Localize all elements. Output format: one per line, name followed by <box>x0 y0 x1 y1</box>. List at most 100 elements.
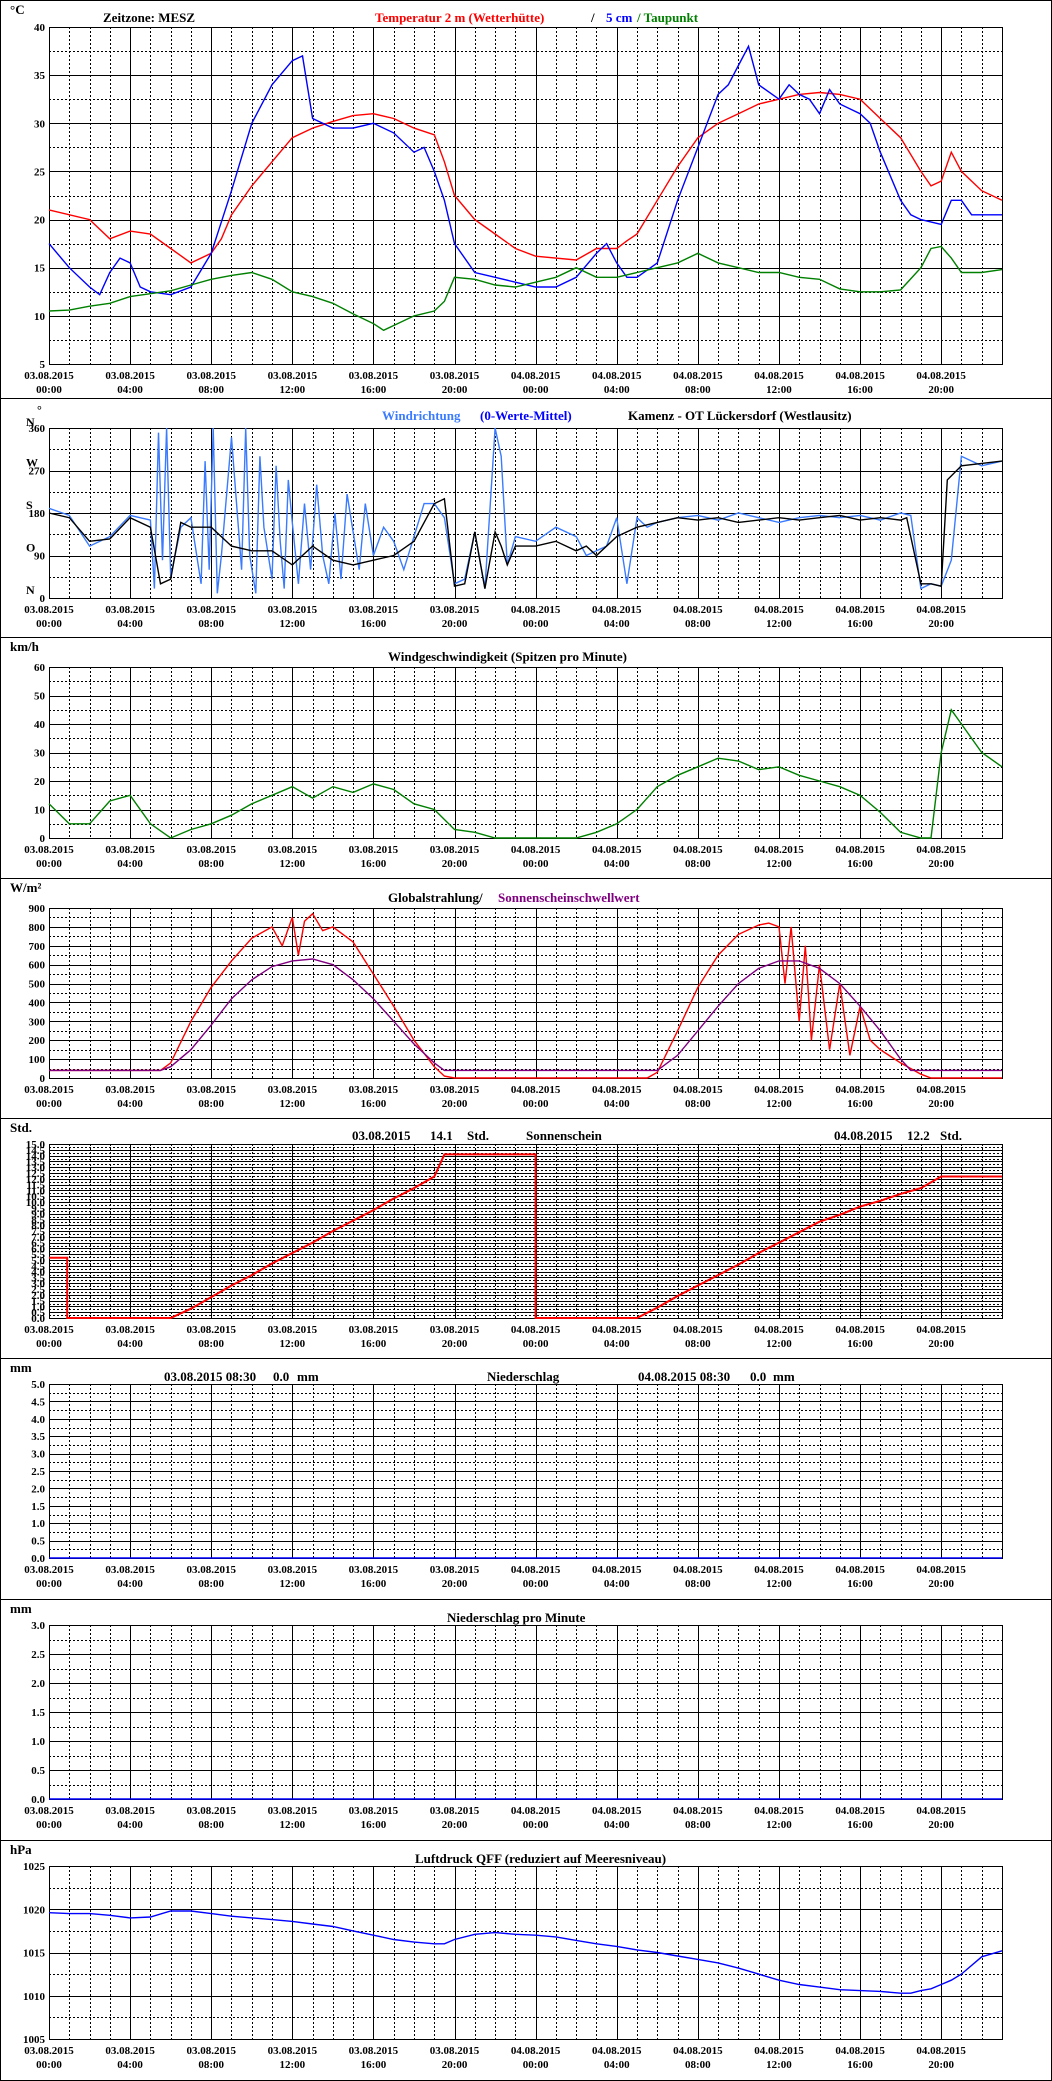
x-tick-date: 03.08.2015 <box>186 370 236 382</box>
x-tick-date: 03.08.2015 <box>186 1084 236 1096</box>
y-tick-label: 0 <box>40 1073 46 1085</box>
y-tick-label: 1.5 <box>31 1296 45 1308</box>
x-tick-time: 16:00 <box>847 1819 873 1831</box>
x-tick-date: 04.08.2015 <box>511 1084 561 1096</box>
chart-title-text: 03.08.2015 <box>352 1128 411 1143</box>
x-tick-time: 08:00 <box>685 2059 711 2071</box>
x-tick-time: 04:00 <box>604 1578 630 1590</box>
x-tick-date: 03.08.2015 <box>430 1564 480 1576</box>
unit-label: °C <box>10 2 25 17</box>
x-tick-date: 04.08.2015 <box>916 844 966 856</box>
x-tick-date: 04.08.2015 <box>754 1084 804 1096</box>
y-tick-label: 10 <box>34 805 46 817</box>
x-tick-date: 03.08.2015 <box>430 604 480 616</box>
x-tick-time: 12:00 <box>766 1338 792 1350</box>
y-tick-label: 1.0 <box>31 1301 45 1313</box>
y-tick-label: 180 <box>29 508 46 520</box>
y-tick-label: 10 <box>34 311 46 323</box>
x-tick-time: 12:00 <box>279 384 305 396</box>
y-tick-label: 3.5 <box>31 1431 45 1443</box>
x-tick-date: 03.08.2015 <box>268 844 318 856</box>
panel-sunshine: 0.00.51.01.52.02.53.03.54.04.55.05.56.06… <box>0 1118 1052 1350</box>
x-tick-time: 04:00 <box>117 1338 143 1350</box>
x-tick-time: 08:00 <box>198 1578 224 1590</box>
x-tick-time: 04:00 <box>117 2059 143 2071</box>
y-tick-label: 0.5 <box>31 1307 45 1319</box>
unit-label: km/h <box>10 639 40 654</box>
y-tick-label: 3.0 <box>31 1449 45 1461</box>
x-tick-date: 03.08.2015 <box>186 1564 236 1576</box>
x-tick-date: 03.08.2015 <box>24 844 74 856</box>
chart-title-text: 0.0 <box>273 1369 289 1384</box>
x-tick-date: 04.08.2015 <box>754 1805 804 1817</box>
degree-sign: ° <box>37 403 42 417</box>
y-tick-label: 11.0 <box>26 1185 45 1197</box>
x-tick-date: 03.08.2015 <box>186 1805 236 1817</box>
panel-pressure: 1005 1010 1015 1020 1025 hPa Luftdruck QFF (re… <box>0 1840 1052 2071</box>
y-tick-label: 2.5 <box>31 1284 45 1296</box>
y-tick-label: 4.0 <box>31 1267 45 1279</box>
x-tick-time: 12:00 <box>279 1819 305 1831</box>
x-tick-date: 04.08.2015 <box>754 1564 804 1576</box>
x-tick-time: 00:00 <box>36 384 62 396</box>
unit-label: Std. <box>10 1120 32 1135</box>
plot-frame <box>49 1144 1003 1319</box>
y-tick-label: 900 <box>29 903 46 915</box>
x-tick-date: 04.08.2015 <box>754 370 804 382</box>
series-line <box>48 1910 1003 1994</box>
x-tick-time: 08:00 <box>685 1819 711 1831</box>
x-tick-time: 00:00 <box>36 1098 62 1110</box>
x-tick-date: 03.08.2015 <box>24 370 74 382</box>
x-tick-date: 04.08.2015 <box>835 844 885 856</box>
x-tick-date: 03.08.2015 <box>24 1084 74 1096</box>
series-line <box>48 460 1003 589</box>
y-tick-label: 25 <box>34 166 46 178</box>
panel-precipitation: 0.0 0.5 1.0 1.5 2.0 2.5 3.0 3.5 4.0 4.5 5.0 mm 03.08… <box>0 1358 1052 1590</box>
x-tick-date: 03.08.2015 <box>268 1805 318 1817</box>
x-tick-time: 20:00 <box>442 1578 468 1590</box>
x-tick-time: 00:00 <box>523 2059 549 2071</box>
x-tick-time: 12:00 <box>766 618 792 630</box>
y-tick-label: 40 <box>34 22 46 34</box>
x-tick-date: 04.08.2015 <box>592 370 642 382</box>
x-tick-date: 03.08.2015 <box>430 1324 480 1336</box>
chart-title-text: 0.0 <box>750 1369 766 1384</box>
y-tick-label: 1.5 <box>31 1501 45 1513</box>
x-tick-date: 04.08.2015 <box>673 844 723 856</box>
x-tick-time: 12:00 <box>279 1338 305 1350</box>
y-tick-label: 800 <box>29 922 46 934</box>
x-tick-date: 04.08.2015 <box>835 370 885 382</box>
x-tick-date: 04.08.2015 <box>511 844 561 856</box>
y-tick-label: 5.0 <box>31 1255 45 1267</box>
chart-title-text: mm <box>297 1369 319 1384</box>
y-tick-label: 500 <box>29 979 46 991</box>
x-tick-date: 04.08.2015 <box>511 1564 561 1576</box>
chart-title-text: Temperatur 2 m (Wetterhütte) <box>375 10 544 25</box>
chart-title-text: Sonnenschein <box>526 1128 603 1143</box>
x-tick-date: 03.08.2015 <box>24 1564 74 1576</box>
x-tick-time: 20:00 <box>928 1338 954 1350</box>
unit-label: mm <box>10 1601 32 1616</box>
x-tick-time: 08:00 <box>685 1098 711 1110</box>
y-tick-label: 700 <box>29 941 46 953</box>
x-tick-date: 04.08.2015 <box>592 2045 642 2057</box>
y-tick-label: 1005 <box>23 2034 46 2046</box>
x-tick-time: 04:00 <box>117 618 143 630</box>
x-tick-date: 03.08.2015 <box>349 1564 399 1576</box>
y-tick-label: 2.5 <box>31 1649 45 1661</box>
x-tick-date: 03.08.2015 <box>349 844 399 856</box>
x-tick-date: 03.08.2015 <box>105 604 155 616</box>
x-tick-time: 04:00 <box>117 1098 143 1110</box>
x-tick-date: 03.08.2015 <box>430 2045 480 2057</box>
x-tick-time: 16:00 <box>847 1098 873 1110</box>
chart-title-text: / Taupunkt <box>636 10 699 25</box>
chart-title-text: Zeitzone: MESZ <box>103 10 195 25</box>
y-tick-label: 360 <box>29 423 46 435</box>
y-tick-label: 35 <box>34 70 46 82</box>
x-tick-date: 03.08.2015 <box>105 1805 155 1817</box>
series-line <box>48 91 1003 264</box>
x-tick-time: 08:00 <box>198 2059 224 2071</box>
x-tick-date: 04.08.2015 <box>511 370 561 382</box>
